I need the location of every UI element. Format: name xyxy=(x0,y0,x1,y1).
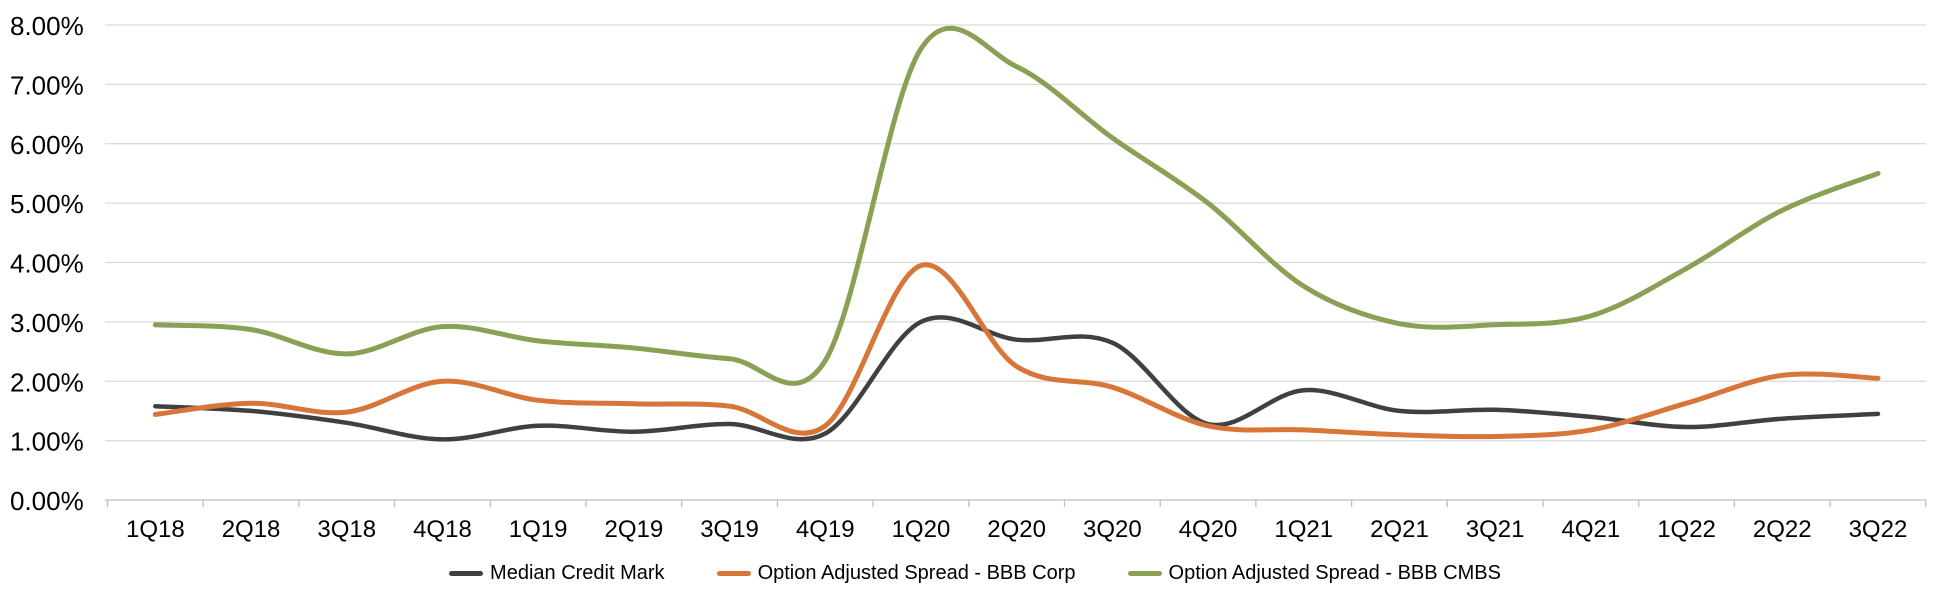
x-axis-tick-label: 4Q18 xyxy=(413,516,472,543)
y-axis-tick-label: 7.00% xyxy=(10,70,84,100)
series-line-option-adjusted-spread-bbb-corp xyxy=(152,262,1881,440)
y-axis-tick-label: 8.00% xyxy=(10,11,84,41)
x-axis-tick-label: 1Q19 xyxy=(509,516,568,543)
y-axis-tick-label: 0.00% xyxy=(10,486,84,516)
x-axis-tick-label: 2Q22 xyxy=(1753,516,1812,543)
x-axis-tick-label: 3Q21 xyxy=(1466,516,1525,543)
y-axis-tick-label: 2.00% xyxy=(10,367,84,397)
series-line-option-adjusted-spread-bbb-cmbs xyxy=(152,25,1881,386)
y-axis-tick-label: 3.00% xyxy=(10,308,84,338)
legend-swatch-oas-bbb-corp xyxy=(716,571,751,576)
legend-label-oas-bbb-corp: Option Adjusted Spread - BBB Corp xyxy=(757,562,1076,584)
x-axis-tick-label: 3Q22 xyxy=(1849,516,1908,543)
legend-label-oas-bbb-cmbs: Option Adjusted Spread - BBB CMBS xyxy=(1168,562,1501,584)
x-axis-tick-label: 1Q22 xyxy=(1657,516,1716,543)
x-axis-tick-label: 4Q19 xyxy=(796,516,855,543)
legend-swatch-oas-bbb-cmbs xyxy=(1127,571,1162,576)
series-line-median-credit-mark xyxy=(153,315,1881,442)
x-axis-tick-label: 4Q21 xyxy=(1561,516,1620,543)
x-axis-tick-label: 3Q19 xyxy=(700,516,759,543)
x-axis-tick-label: 3Q18 xyxy=(317,516,376,543)
y-axis-tick-label: 6.00% xyxy=(10,130,84,160)
x-axis-tick-label: 3Q20 xyxy=(1083,516,1142,543)
x-axis-tick-label: 1Q18 xyxy=(126,516,185,543)
x-axis-tick-label: 2Q20 xyxy=(987,516,1046,543)
x-axis-tick-label: 2Q19 xyxy=(604,516,663,543)
x-axis-tick-label: 1Q21 xyxy=(1274,516,1333,543)
legend-swatch-median-credit-mark xyxy=(449,571,484,576)
x-axis-tick-label: 2Q21 xyxy=(1370,516,1429,543)
y-axis-tick-label: 5.00% xyxy=(10,189,84,219)
y-axis-tick-label: 1.00% xyxy=(10,427,84,457)
y-axis-tick-label: 4.00% xyxy=(10,249,84,279)
legend-item-median-credit-mark: Median Credit Mark xyxy=(449,562,665,585)
x-axis-tick-label: 4Q20 xyxy=(1179,516,1238,543)
legend-item-oas-bbb-corp: Option Adjusted Spread - BBB Corp xyxy=(716,562,1076,585)
legend-label-median-credit-mark: Median Credit Mark xyxy=(490,562,665,584)
legend-item-oas-bbb-cmbs: Option Adjusted Spread - BBB CMBS xyxy=(1127,562,1501,585)
x-axis-tick-label: 2Q18 xyxy=(222,516,281,543)
x-axis-tick-label: 1Q20 xyxy=(892,516,951,543)
chart-legend: Median Credit Mark Option Adjusted Sprea… xyxy=(0,562,1950,585)
